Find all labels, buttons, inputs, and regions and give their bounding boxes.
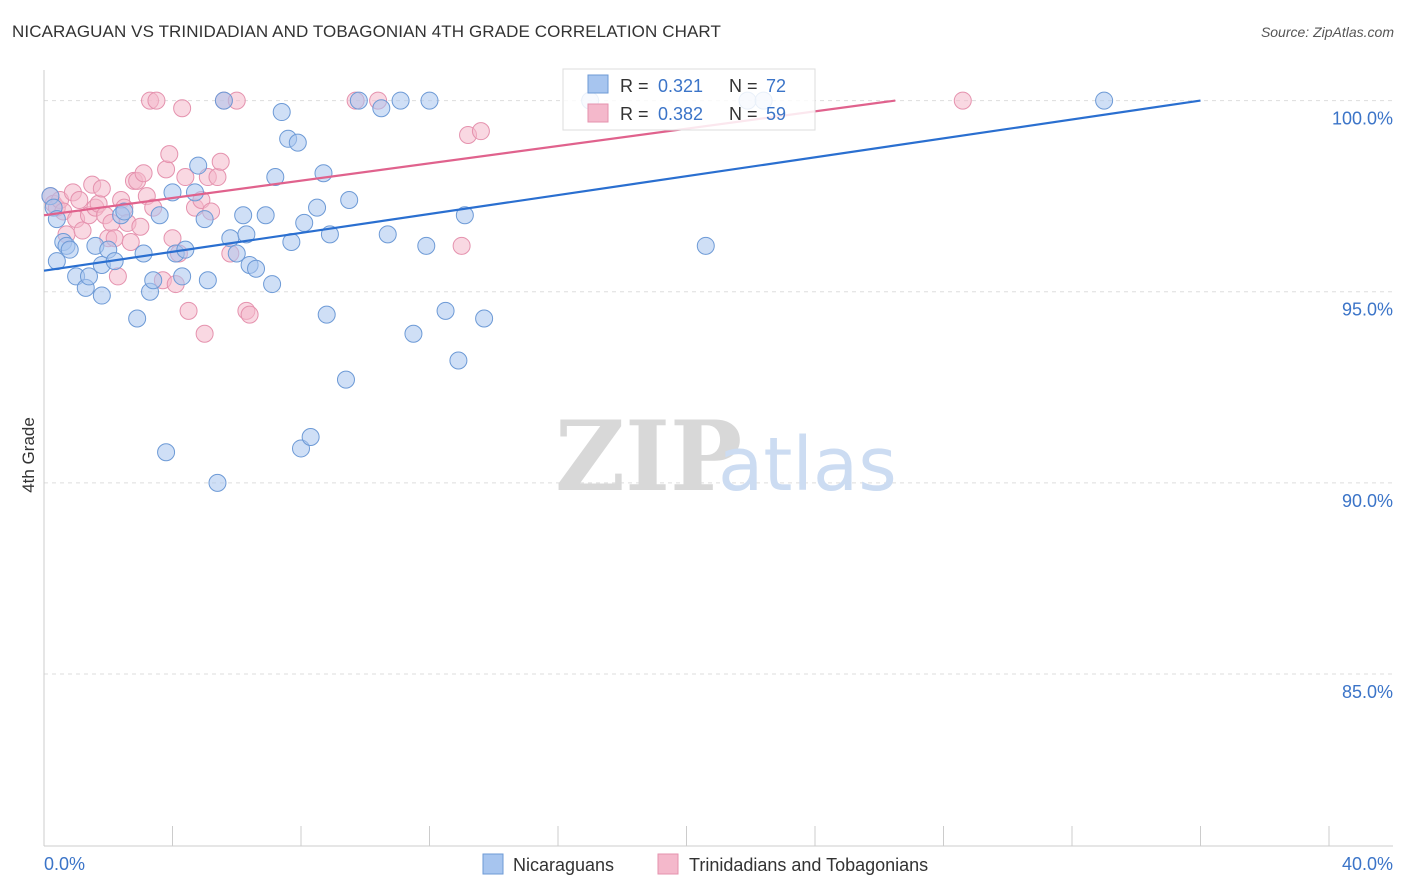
data-point xyxy=(176,168,195,187)
stats-legend-blue-swatch xyxy=(587,74,609,94)
legend-label-trinidadians: Trinidadians and Tobagonians xyxy=(689,855,928,875)
data-point xyxy=(317,305,336,324)
data-point xyxy=(308,198,327,217)
watermark-atlas: atlas xyxy=(718,422,897,508)
data-point xyxy=(147,91,166,110)
data-point xyxy=(70,190,89,209)
data-point xyxy=(128,309,147,328)
stats-legend-pink-swatch xyxy=(587,103,609,123)
data-point xyxy=(349,91,368,110)
data-point xyxy=(336,370,355,389)
data-point xyxy=(340,190,359,209)
data-point xyxy=(115,202,134,221)
data-point xyxy=(108,267,127,286)
data-point xyxy=(372,99,391,118)
stats-r-label-blue: R = xyxy=(620,76,649,96)
watermark-zip: ZIP xyxy=(555,400,742,513)
data-point xyxy=(378,225,397,244)
data-point xyxy=(237,225,256,244)
x-tick-label-max: 40.0% xyxy=(1342,854,1393,874)
data-point xyxy=(160,145,179,164)
y-tick-label: 100.0% xyxy=(1332,109,1393,129)
data-point xyxy=(185,183,204,202)
legend-swatch-nicaraguans xyxy=(482,853,504,875)
chart-source: Source: ZipAtlas.com xyxy=(1260,24,1394,40)
x-tick-label-min: 0.0% xyxy=(44,854,85,874)
data-point xyxy=(157,443,176,462)
gridlines xyxy=(44,100,1393,675)
data-point xyxy=(227,244,246,263)
stats-r-value-blue: 0.321 xyxy=(658,76,703,96)
data-point xyxy=(404,324,423,343)
data-point xyxy=(391,91,410,110)
data-point xyxy=(234,206,253,225)
y-tick-label: 90.0% xyxy=(1342,491,1393,511)
data-point xyxy=(263,275,282,294)
data-point xyxy=(256,206,275,225)
data-point xyxy=(208,473,227,492)
data-point xyxy=(79,267,98,286)
data-point xyxy=(189,156,208,175)
data-point xyxy=(247,259,266,278)
data-point xyxy=(144,271,163,290)
x-axis-ticks xyxy=(43,826,1330,846)
data-point xyxy=(696,236,715,255)
bottom-legend: Nicaraguans Trinidadians and Tobagonians xyxy=(482,853,928,875)
data-point xyxy=(455,206,474,225)
y-tick-label: 95.0% xyxy=(1342,300,1393,320)
stats-legend-box: R = 0.321 N = 72 R = 0.382 N = 59 xyxy=(562,68,816,131)
data-point xyxy=(157,160,176,179)
stats-n-label-pink: N = xyxy=(729,104,758,124)
data-point xyxy=(301,427,320,446)
data-point xyxy=(195,324,214,343)
data-point xyxy=(121,233,140,252)
data-point xyxy=(449,351,468,370)
stats-n-value-pink: 59 xyxy=(766,104,786,124)
data-point xyxy=(436,301,455,320)
data-point xyxy=(134,244,153,263)
data-point xyxy=(179,301,198,320)
y-axis-tick-labels: 85.0% 90.0% 95.0% 100.0% xyxy=(1332,109,1393,702)
stats-r-value-pink: 0.382 xyxy=(658,104,703,124)
data-point xyxy=(208,168,227,187)
data-point xyxy=(173,267,192,286)
data-point xyxy=(211,152,230,171)
data-point xyxy=(214,91,233,110)
legend-label-nicaraguans: Nicaraguans xyxy=(513,855,614,875)
y-axis-title: 4th Grade xyxy=(19,417,38,493)
data-point xyxy=(266,168,285,187)
data-point xyxy=(953,91,972,110)
data-point xyxy=(475,309,494,328)
data-point xyxy=(417,236,436,255)
data-point xyxy=(134,164,153,183)
data-point xyxy=(272,103,291,122)
data-point xyxy=(471,122,490,141)
chart-title: NICARAGUAN VS TRINIDADIAN AND TOBAGONIAN… xyxy=(12,22,721,41)
stats-n-label-blue: N = xyxy=(729,76,758,96)
data-point xyxy=(131,217,150,236)
y-tick-label: 85.0% xyxy=(1342,682,1393,702)
nicaraguans-trend-line xyxy=(43,99,1201,272)
data-point xyxy=(288,133,307,152)
data-point xyxy=(292,439,310,458)
data-point xyxy=(60,240,79,259)
data-point xyxy=(1095,91,1114,110)
data-point xyxy=(420,91,439,110)
data-point xyxy=(92,179,111,198)
data-point xyxy=(73,221,92,240)
data-point xyxy=(92,286,111,305)
data-point xyxy=(195,210,214,229)
data-point xyxy=(295,213,314,232)
data-point xyxy=(452,236,471,255)
stats-n-value-blue: 72 xyxy=(766,76,786,96)
legend-swatch-trinidadians xyxy=(657,853,679,875)
data-point xyxy=(198,271,217,290)
series-trinidadians-points xyxy=(41,91,972,343)
data-point xyxy=(150,206,169,225)
data-point xyxy=(240,305,259,324)
stats-r-label-pink: R = xyxy=(620,104,649,124)
data-point xyxy=(173,99,192,118)
